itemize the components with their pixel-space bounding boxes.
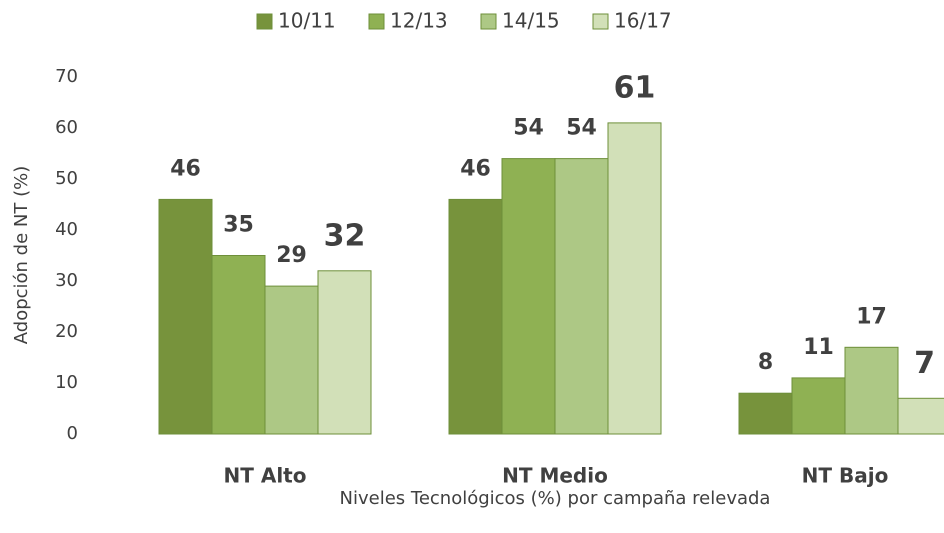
data-label: 54 xyxy=(566,116,597,141)
x-axis-title: Niveles Tecnológicos (%) por campaña rel… xyxy=(340,488,771,509)
bar xyxy=(897,397,944,435)
x-tick-label: NT Alto xyxy=(224,464,307,488)
bar xyxy=(501,158,556,435)
x-tick-label: NT Medio xyxy=(502,464,608,488)
y-tick-label: 60 xyxy=(55,117,78,138)
legend-swatch xyxy=(480,13,497,30)
legend-swatch xyxy=(592,13,609,30)
y-tick-label: 40 xyxy=(55,219,78,240)
bar xyxy=(607,122,662,435)
legend-label: 12/13 xyxy=(390,9,448,33)
data-label: 17 xyxy=(856,304,887,329)
bar xyxy=(844,346,899,435)
bar xyxy=(738,392,793,435)
data-label: 35 xyxy=(223,213,254,238)
bar xyxy=(317,270,372,435)
data-label: 11 xyxy=(803,335,834,360)
legend-swatch xyxy=(256,13,273,30)
bar xyxy=(554,158,609,435)
legend-label: 10/11 xyxy=(278,9,336,33)
y-tick-label: 20 xyxy=(55,321,78,342)
legend-label: 14/15 xyxy=(502,9,560,33)
data-label: 61 xyxy=(614,70,656,105)
bar xyxy=(791,377,846,435)
legend-label: 16/17 xyxy=(614,9,672,33)
y-axis-title: Adopción de NT (%) xyxy=(11,166,32,344)
data-label: 7 xyxy=(914,346,935,381)
data-label: 8 xyxy=(758,350,773,375)
y-tick-label: 50 xyxy=(55,168,78,189)
bar xyxy=(448,198,503,435)
bar xyxy=(264,285,319,435)
bar xyxy=(211,255,266,435)
legend-swatch xyxy=(368,13,385,30)
data-label: 29 xyxy=(276,243,307,268)
data-label: 54 xyxy=(513,116,544,141)
bar xyxy=(158,198,213,435)
data-label: 32 xyxy=(324,218,366,253)
x-tick-label: NT Bajo xyxy=(802,464,889,488)
y-tick-label: 30 xyxy=(55,270,78,291)
y-tick-label: 0 xyxy=(67,423,78,444)
y-tick-label: 70 xyxy=(55,66,78,87)
data-label: 46 xyxy=(460,156,491,181)
data-label: 46 xyxy=(170,156,201,181)
y-tick-label: 10 xyxy=(55,372,78,393)
